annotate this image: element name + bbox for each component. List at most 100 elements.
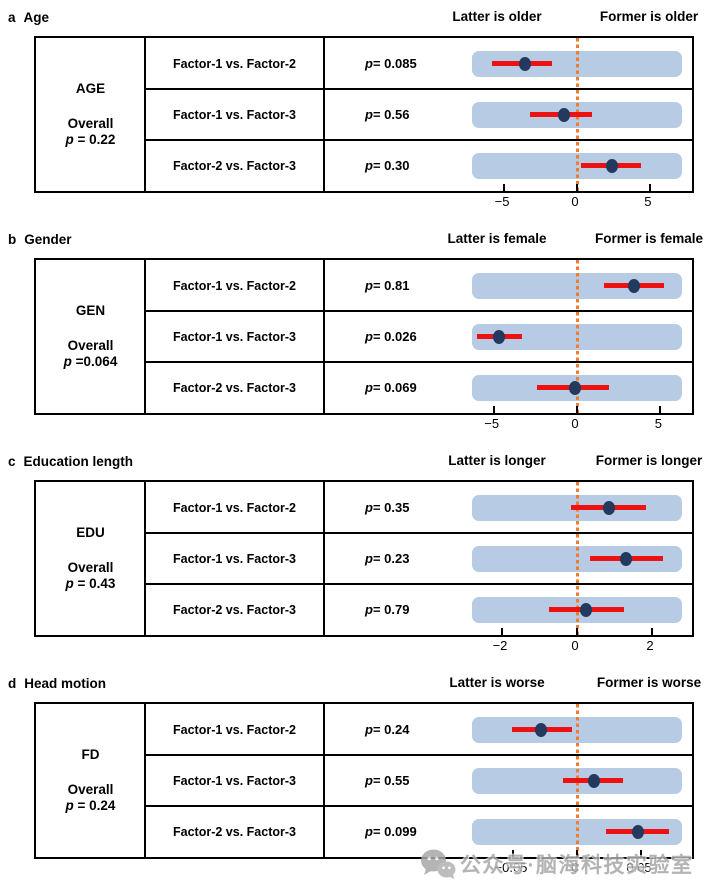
comparison-label: Factor-1 vs. Factor-2 [173,56,296,71]
zero-line [575,260,579,413]
point-estimate [587,773,600,788]
forest-row: Factor-1 vs. Factor-2 p = 0.24 [36,704,692,755]
group-cell: AGE Overall p = 0.22 [36,38,145,191]
column-divider-2 [323,704,325,857]
point-estimate [619,551,632,566]
point-estimate [518,56,531,71]
axis-tick-label: −2 [492,638,508,653]
header-former: Former is female [594,231,704,246]
axis-tick [640,850,643,857]
overall-label: Overall [67,116,114,131]
column-divider-2 [323,260,325,413]
panel-letter: b [8,232,17,247]
point-estimate [557,107,570,122]
p-value-label: p = 0.55 [365,773,410,788]
p-value-label: p = 0.35 [365,500,410,515]
row-divider [145,310,692,312]
axis-tick [648,184,651,191]
forest-row: Factor-1 vs. Factor-3 p = 0.56 [36,89,692,140]
forest-row: Factor-1 vs. Factor-3 p = 0.026 [36,311,692,362]
p-value-label: p = 0.069 [365,380,417,395]
row-divider [145,88,692,90]
header-former: Former is older [599,9,699,24]
header-former: Former is worse [596,675,702,690]
wechat-icon [421,849,456,879]
axis-tick-label: −5 [484,416,500,431]
panel-table: EDU Overall p = 0.43 Factor-1 vs. Factor-2 p… [34,480,694,637]
panel-title: b Gender [8,232,72,247]
panel-table: FD Overall p = 0.24 Factor-1 vs. Factor-2 p … [34,702,694,859]
panel-title: c Education length [8,454,134,469]
watermark-text: 公众号·脑海科技实验室 [460,854,694,877]
group-label: FD [81,747,100,762]
overall-label: Overall [67,782,114,797]
comparison-label: Factor-1 vs. Factor-2 [173,500,296,515]
overall-p-value: p = 0.24 [65,798,116,813]
point-estimate [602,500,615,515]
axis-tick [659,406,662,413]
comparison-label: Factor-1 vs. Factor-3 [173,107,296,122]
row-divider [145,805,692,807]
p-value-label: p = 0.79 [365,602,410,617]
panel-table: GEN Overall p =0.064 Factor-1 vs. Factor-2 p… [34,258,694,415]
p-value-label: p = 0.81 [365,278,410,293]
column-divider-1 [144,704,146,857]
header-former: Former is longer [595,453,703,468]
point-estimate [627,278,640,293]
panel-letter: c [8,454,16,469]
axis-tick-label: 0 [571,194,579,209]
comparison-label: Factor-2 vs. Factor-3 [173,824,296,839]
p-value-label: p = 0.24 [365,722,410,737]
header-latter: Latter is longer [448,453,546,468]
p-value-label: p = 0.085 [365,56,417,71]
group-cell: FD Overall p = 0.24 [36,704,145,857]
axis-tick [651,628,653,635]
header-latter: Latter is worse [449,675,545,690]
axis-tick [576,850,578,857]
group-label: GEN [75,303,106,318]
axis-tick-label: 2 [646,638,654,653]
axis-tick-label: −0.05 [494,860,528,875]
watermark: 公众号·脑海科技实验室 [420,843,721,885]
overall-label: Overall [67,338,114,353]
axis-tick-label: 0 [571,860,579,875]
point-estimate [580,602,593,617]
row-divider [145,532,692,534]
axis-tick [492,406,495,413]
axis-tick [503,184,506,191]
column-divider-1 [144,482,146,635]
point-estimate [632,824,645,839]
header-latter: Latter is female [447,231,547,246]
panel-title: a Age [8,10,50,25]
column-divider-2 [323,38,325,191]
point-estimate [492,329,505,344]
row-divider [145,139,692,141]
column-divider-1 [144,260,146,413]
axis-tick-label: 5 [654,416,662,431]
p-value-label: p = 0.099 [365,824,417,839]
overall-label: Overall [67,560,114,575]
group-label: EDU [76,525,105,540]
axis-tick [501,628,503,635]
comparison-label: Factor-1 vs. Factor-3 [173,329,296,344]
axis-tick [576,406,578,413]
zero-line [575,482,579,635]
group-label: AGE [75,81,106,96]
row-divider [145,361,692,363]
point-estimate [535,722,548,737]
group-cell: EDU Overall p = 0.43 [36,482,145,635]
column-divider-2 [323,482,325,635]
row-divider [145,583,692,585]
panel-gender: b Gender Latter is female Former is female G… [0,222,721,444]
overall-p-value: p = 0.22 [65,132,116,147]
comparison-label: Factor-2 vs. Factor-3 [173,158,296,173]
axis-tick [576,184,578,191]
p-value-label: p = 0.026 [365,329,417,344]
panel-head-motion: d Head motion Latter is worse Former is wor… [0,666,721,888]
panel-title: d Head motion [8,676,107,691]
column-divider-1 [144,38,146,191]
comparison-label: Factor-1 vs. Factor-3 [173,773,296,788]
overall-p-value: p = 0.43 [65,576,116,591]
comparison-label: Factor-1 vs. Factor-3 [173,551,296,566]
